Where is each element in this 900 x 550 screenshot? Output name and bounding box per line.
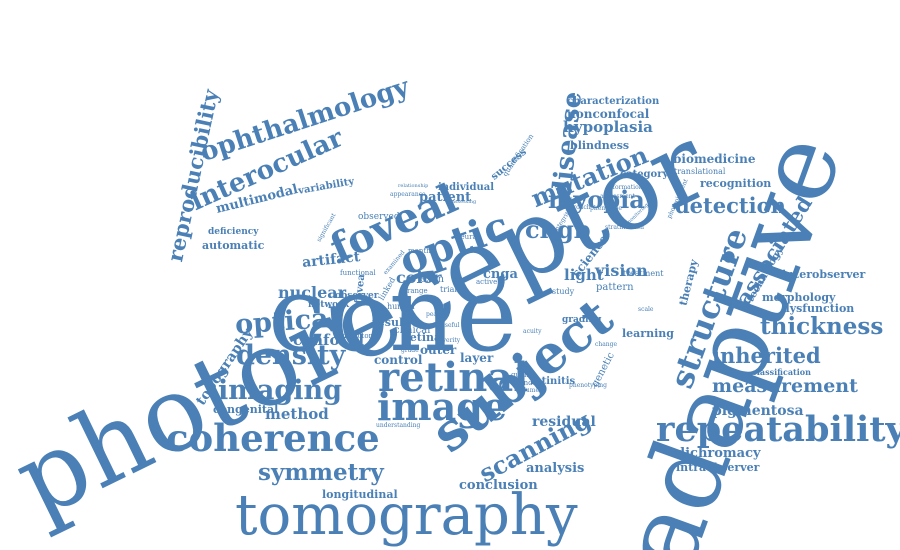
word-cnga: cnga xyxy=(483,267,518,282)
word-volume: volume xyxy=(517,387,540,394)
word-clinical: clinical xyxy=(394,325,431,336)
word-information: information xyxy=(607,184,643,191)
word-pigmentosa: pigmentosa xyxy=(712,403,804,419)
word-stratification: stratification xyxy=(605,224,645,231)
word-category: category xyxy=(620,169,669,180)
word-conclusion: conclusion xyxy=(459,478,538,493)
word-variability: variability xyxy=(297,176,356,197)
word-biomedicine: biomedicine xyxy=(673,152,756,166)
word-functional: functional xyxy=(340,269,376,277)
word-dichromacy: dichromacy xyxy=(676,446,761,461)
word-active: active xyxy=(476,278,498,286)
word-interobserver: interobserver xyxy=(782,268,866,281)
word-study: study xyxy=(552,287,575,296)
word-color: color xyxy=(396,268,442,287)
word-morphology: morphology xyxy=(762,291,836,304)
word-retina: retina xyxy=(404,331,442,344)
word-month: month xyxy=(408,247,431,255)
word-coherence: coherence xyxy=(166,416,380,460)
word-deficiency: deficiency xyxy=(208,227,259,237)
word-quality: quality xyxy=(511,371,536,379)
word-residual: residual xyxy=(532,414,596,430)
word-learning: learning xyxy=(622,327,674,340)
word-resolution: resolution xyxy=(560,197,586,203)
word-confocal: confocal xyxy=(293,331,365,349)
word-intraobserver: intraobserver xyxy=(676,461,760,474)
word-control: control xyxy=(374,353,423,367)
word-cone: cone xyxy=(268,253,518,375)
word-severity: severity xyxy=(436,337,461,344)
word-detection: detection xyxy=(675,193,786,218)
word-network: network xyxy=(308,300,350,310)
word-understanding: understanding xyxy=(376,422,421,429)
word-nuclear: nuclear xyxy=(278,283,347,302)
word-appearance: appearance xyxy=(390,191,426,198)
word-patient: patient xyxy=(419,190,472,205)
word-pattern: pattern xyxy=(596,282,634,293)
word-assessing: assessing xyxy=(452,199,477,205)
word-cngb: cngb xyxy=(525,215,591,244)
word-hypoplasia: hypoplasia xyxy=(563,118,653,136)
word-peak: peak xyxy=(426,311,441,318)
word-trial: trial xyxy=(440,285,457,294)
word-exon: exon xyxy=(420,274,445,285)
word-method: method xyxy=(265,405,329,423)
word-reproducibility: reproducibility xyxy=(162,87,224,264)
word-image: image xyxy=(377,384,508,429)
word-light: light xyxy=(564,266,604,284)
word-longitudinal: longitudinal xyxy=(322,488,398,501)
word-observer: observer xyxy=(335,291,379,301)
word-automatic: automatic xyxy=(202,239,265,252)
word-change: change xyxy=(595,341,618,348)
word-approach: approach xyxy=(562,204,591,211)
word-blindness: blindness xyxy=(570,139,630,152)
word-detector: detector xyxy=(342,332,372,340)
word-tomography: tomography xyxy=(235,483,578,548)
word-myopia: myopia xyxy=(548,185,645,214)
word-characterization: characterization xyxy=(567,96,660,107)
word-vision: vision xyxy=(595,261,648,280)
word-individual: individual xyxy=(438,182,495,193)
word-symmetry: symmetry xyxy=(258,459,384,486)
word-treatment: treatment xyxy=(623,269,664,278)
word-observed: observed xyxy=(358,212,400,222)
word-inherited: inherited xyxy=(712,343,821,368)
word-grade: grade xyxy=(401,347,419,354)
word-nonconfocal: nonconfocal xyxy=(567,107,650,121)
word-measurement: measurement xyxy=(712,375,858,397)
word-relationship: relationship xyxy=(398,183,429,189)
word-range: range xyxy=(407,287,428,295)
word-phenotyping: phenotyping xyxy=(569,382,607,389)
word-acuity: acuity xyxy=(523,328,542,335)
word-recognition: recognition xyxy=(700,177,772,190)
word-imaging: imaging xyxy=(218,375,342,406)
word-classification: classification xyxy=(752,367,811,377)
word-congenital: congenital xyxy=(213,403,279,416)
word-thickness: thickness xyxy=(760,313,884,340)
word-dysfunction: dysfunction xyxy=(782,302,855,315)
word-useful: useful xyxy=(441,322,460,329)
word-translational: translational xyxy=(674,167,726,176)
word-analysis: analysis xyxy=(526,461,585,476)
word-phenotype: phenotype xyxy=(590,205,622,212)
word-assessment: assessment xyxy=(600,193,635,200)
word-retinal: retinal xyxy=(378,354,529,401)
word-result: result xyxy=(372,316,409,329)
word-outer: outer xyxy=(420,343,457,357)
word-scale: scale xyxy=(638,306,654,313)
word-layer: layer xyxy=(460,351,494,365)
word-retinitis: retinitis xyxy=(530,376,576,387)
word-human: human xyxy=(387,302,415,311)
word-neural: neural xyxy=(456,233,479,241)
word-density: density xyxy=(236,340,346,371)
word-repeatability: repeatability xyxy=(656,409,900,450)
word-grading: grading xyxy=(562,315,602,325)
word-standard: standard xyxy=(513,379,545,387)
